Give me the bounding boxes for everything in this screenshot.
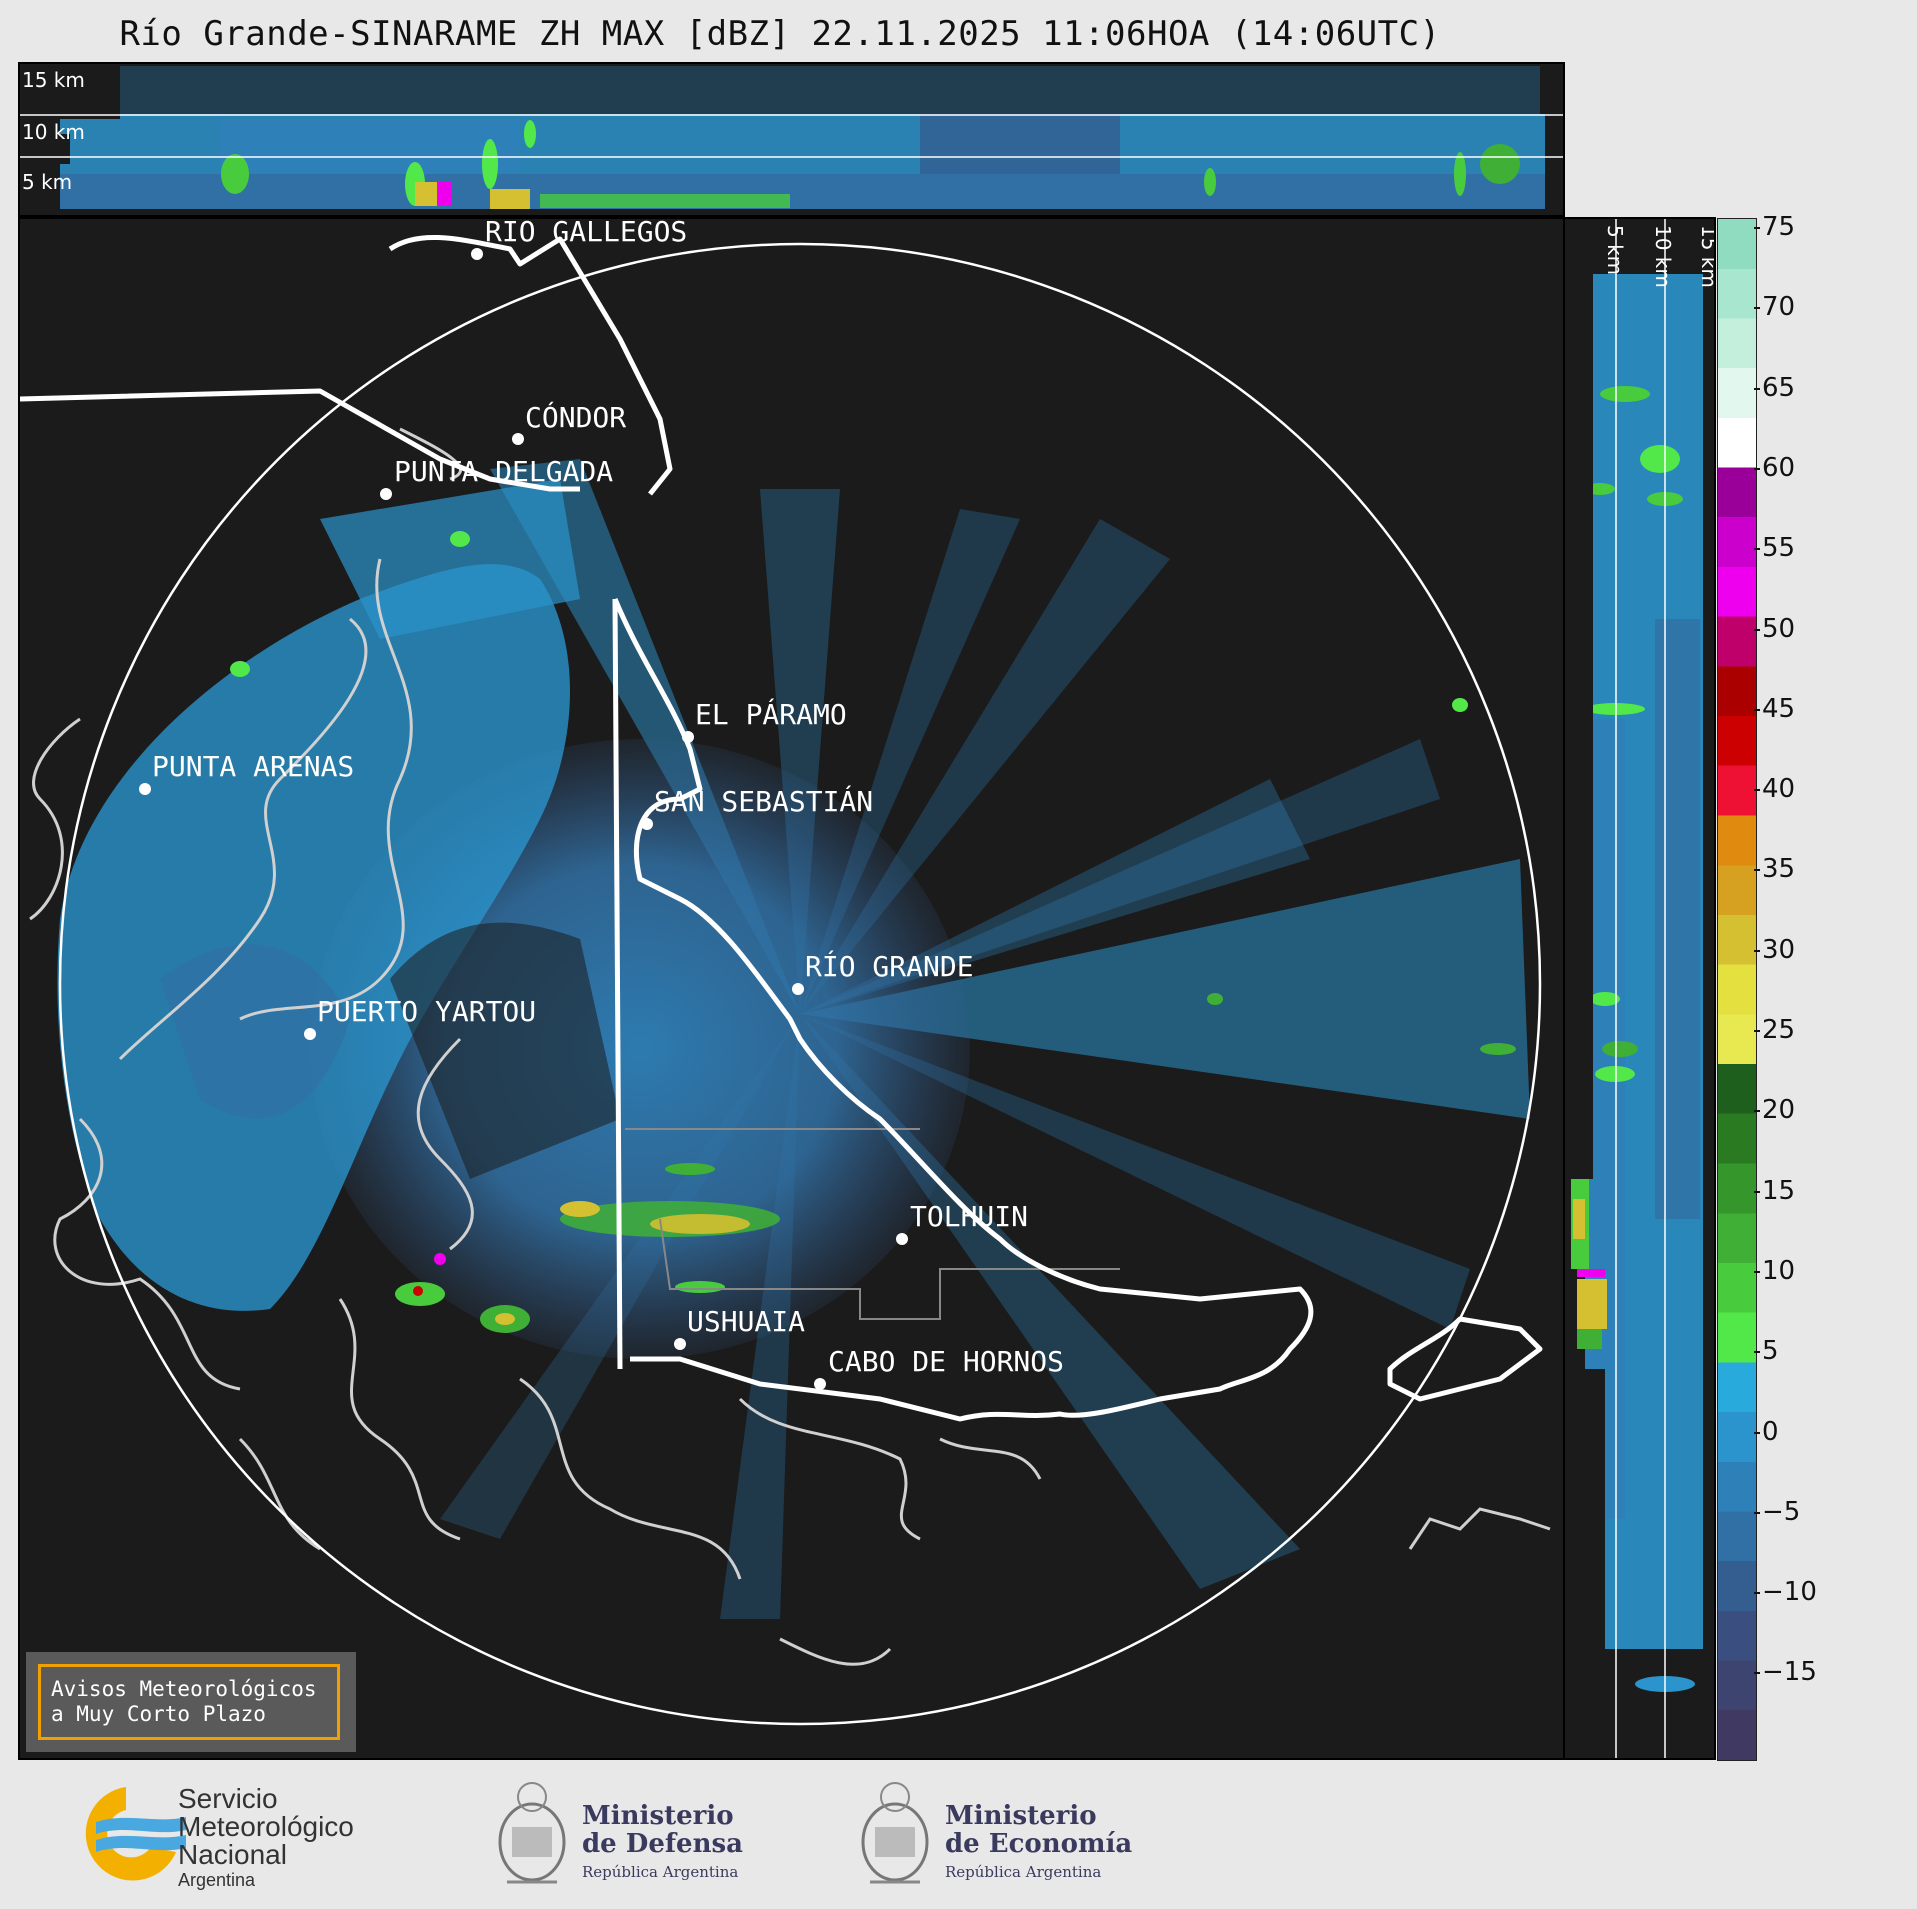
radar-map: RÍO GALLEGOS CÓNDOR PUNTA DELGADA EL PÁR…: [20, 219, 1551, 1726]
colorbar-tick-label: 50: [1753, 613, 1796, 644]
colorbar-tick-label: 70: [1753, 292, 1796, 323]
city-label-punta-arenas: PUNTA ARENAS: [152, 750, 354, 783]
colorbar-tick-label: 55: [1753, 533, 1796, 564]
admin-borders: [625, 1128, 1120, 1320]
economia-line-3: República Argentina: [945, 1863, 1102, 1881]
colorbar-tick-label: −10: [1754, 1577, 1817, 1608]
colorbar-tick-label: 20: [1753, 1095, 1796, 1126]
economia-line-2: de Economía: [945, 1829, 1133, 1859]
dbz-colorbar: [1717, 218, 1757, 1761]
side-height-label-15: 15 km: [1697, 225, 1716, 288]
city-dot-rio-gallegos: [471, 248, 483, 260]
city-dot-condor: [512, 433, 524, 445]
colorbar-tick-label: 65: [1753, 372, 1796, 403]
city-dot-rio-grande: [792, 983, 804, 995]
main-coastline: [20, 234, 1543, 1422]
city-dot-punta-delgada: [380, 488, 392, 500]
colorbar-tick-label: 45: [1753, 693, 1796, 724]
avisos-line-1: Avisos Meteorológicos: [51, 1677, 317, 1701]
smn-line-3: Nacional: [178, 1839, 287, 1870]
defensa-logo-text: Ministerio de Defensa República Argentin…: [582, 1802, 743, 1886]
city-label-san-sebastian: SAN SEBASTIÁN: [654, 784, 873, 818]
city-label-rio-gallegos: RÍO GALLEGOS: [485, 219, 687, 248]
coastlines: [29, 427, 1551, 1666]
colorbar-tick-label: 25: [1753, 1015, 1796, 1045]
avisos-box: Avisos Meteorológicos a Muy Corto Plazo: [26, 1652, 356, 1752]
smn-line-2: Meteorológico: [178, 1811, 354, 1842]
range-ring: [58, 242, 1542, 1726]
chart-title: Río Grande-SINARAME ZH MAX [dBZ] 22.11.2…: [119, 14, 1441, 54]
colorbar-tick-label: −15: [1754, 1657, 1817, 1688]
city-label-condor: CÓNDOR: [525, 400, 626, 434]
colorbar-tick-label: 75: [1753, 212, 1796, 242]
smn-logo-icon: [85, 1787, 186, 1881]
defensa-line-1: Ministerio: [582, 1801, 734, 1831]
top-height-label-10: 10 km: [22, 120, 85, 144]
radar-map-panel: RÍO GALLEGOS CÓNDOR PUNTA DELGADA EL PÁR…: [18, 217, 1565, 1760]
side-cross-section-panel: 5 km 10 km 15 km: [1563, 217, 1716, 1760]
colorbar-tick-label: 10: [1753, 1255, 1796, 1286]
city-label-cabo-de-hornos: CABO DE HORNOS: [828, 1345, 1064, 1378]
colorbar-tick-label: −5: [1753, 1496, 1801, 1527]
city-dot-el-paramo: [682, 731, 694, 743]
city-dot-puerto-yartou: [304, 1028, 316, 1040]
smn-line-4: Argentina: [178, 1870, 256, 1890]
colorbar-tick-label: 30: [1753, 934, 1796, 965]
smn-line-1: Servicio: [178, 1783, 278, 1814]
top-cross-section-panel: 15 km 10 km 5 km: [18, 62, 1565, 217]
city-label-ushuaia: USHUAIA: [687, 1305, 805, 1338]
city-dot-tolhuin: [896, 1233, 908, 1245]
city-label-puerto-yartou: PUERTO YARTOU: [317, 995, 536, 1028]
top-height-label-5: 5 km: [22, 170, 73, 194]
city-label-tolhuin: TOLHUIN: [910, 1200, 1028, 1233]
city-dot-cabo-de-hornos: [814, 1378, 826, 1390]
economia-coat-of-arms-icon: [861, 1782, 929, 1884]
colorbar-tick-label: 35: [1753, 854, 1796, 885]
radar-echo-mass: [57, 479, 970, 1359]
colorbar-tick-label: 5: [1754, 1336, 1779, 1367]
economia-line-1: Ministerio: [945, 1801, 1097, 1831]
avisos-frame: Avisos Meteorológicos a Muy Corto Plazo: [38, 1664, 340, 1740]
defensa-line-2: de Defensa: [582, 1829, 743, 1859]
colorbar-tick-label: 60: [1753, 452, 1796, 483]
colorbar-tick-label: 40: [1753, 774, 1796, 805]
city-markers: RÍO GALLEGOS CÓNDOR PUNTA DELGADA EL PÁR…: [139, 219, 1064, 1390]
top-cross-section-echoes: [20, 64, 1563, 215]
radar-high-reflectivity-cells: [230, 531, 1516, 1333]
colorbar-tick-label: 15: [1753, 1175, 1796, 1206]
city-dot-san-sebastian: [641, 818, 653, 830]
city-dot-punta-arenas: [139, 783, 151, 795]
defensa-line-3: República Argentina: [582, 1863, 739, 1881]
economia-logo-text: Ministerio de Economía República Argenti…: [945, 1802, 1132, 1886]
side-height-label-5: 5 km: [1603, 225, 1627, 276]
colorbar-tick-label: 0: [1754, 1416, 1779, 1447]
city-label-rio-grande: RÍO GRANDE: [805, 949, 974, 983]
city-dot-ushuaia: [674, 1338, 686, 1350]
side-cross-section-echoes: [1565, 219, 1714, 1758]
smn-logo-text: Servicio Meteorológico Nacional Argentin…: [178, 1785, 354, 1891]
avisos-line-2: a Muy Corto Plazo: [51, 1702, 266, 1726]
defensa-coat-of-arms-icon: [498, 1782, 566, 1884]
city-label-el-paramo: EL PÁRAMO: [695, 697, 847, 731]
city-label-punta-delgada: PUNTA DELGADA: [394, 455, 613, 488]
side-height-label-10: 10 km: [1651, 225, 1675, 288]
avisos-text: Avisos Meteorológicos a Muy Corto Plazo: [51, 1677, 317, 1727]
top-height-label-15: 15 km: [22, 68, 85, 92]
